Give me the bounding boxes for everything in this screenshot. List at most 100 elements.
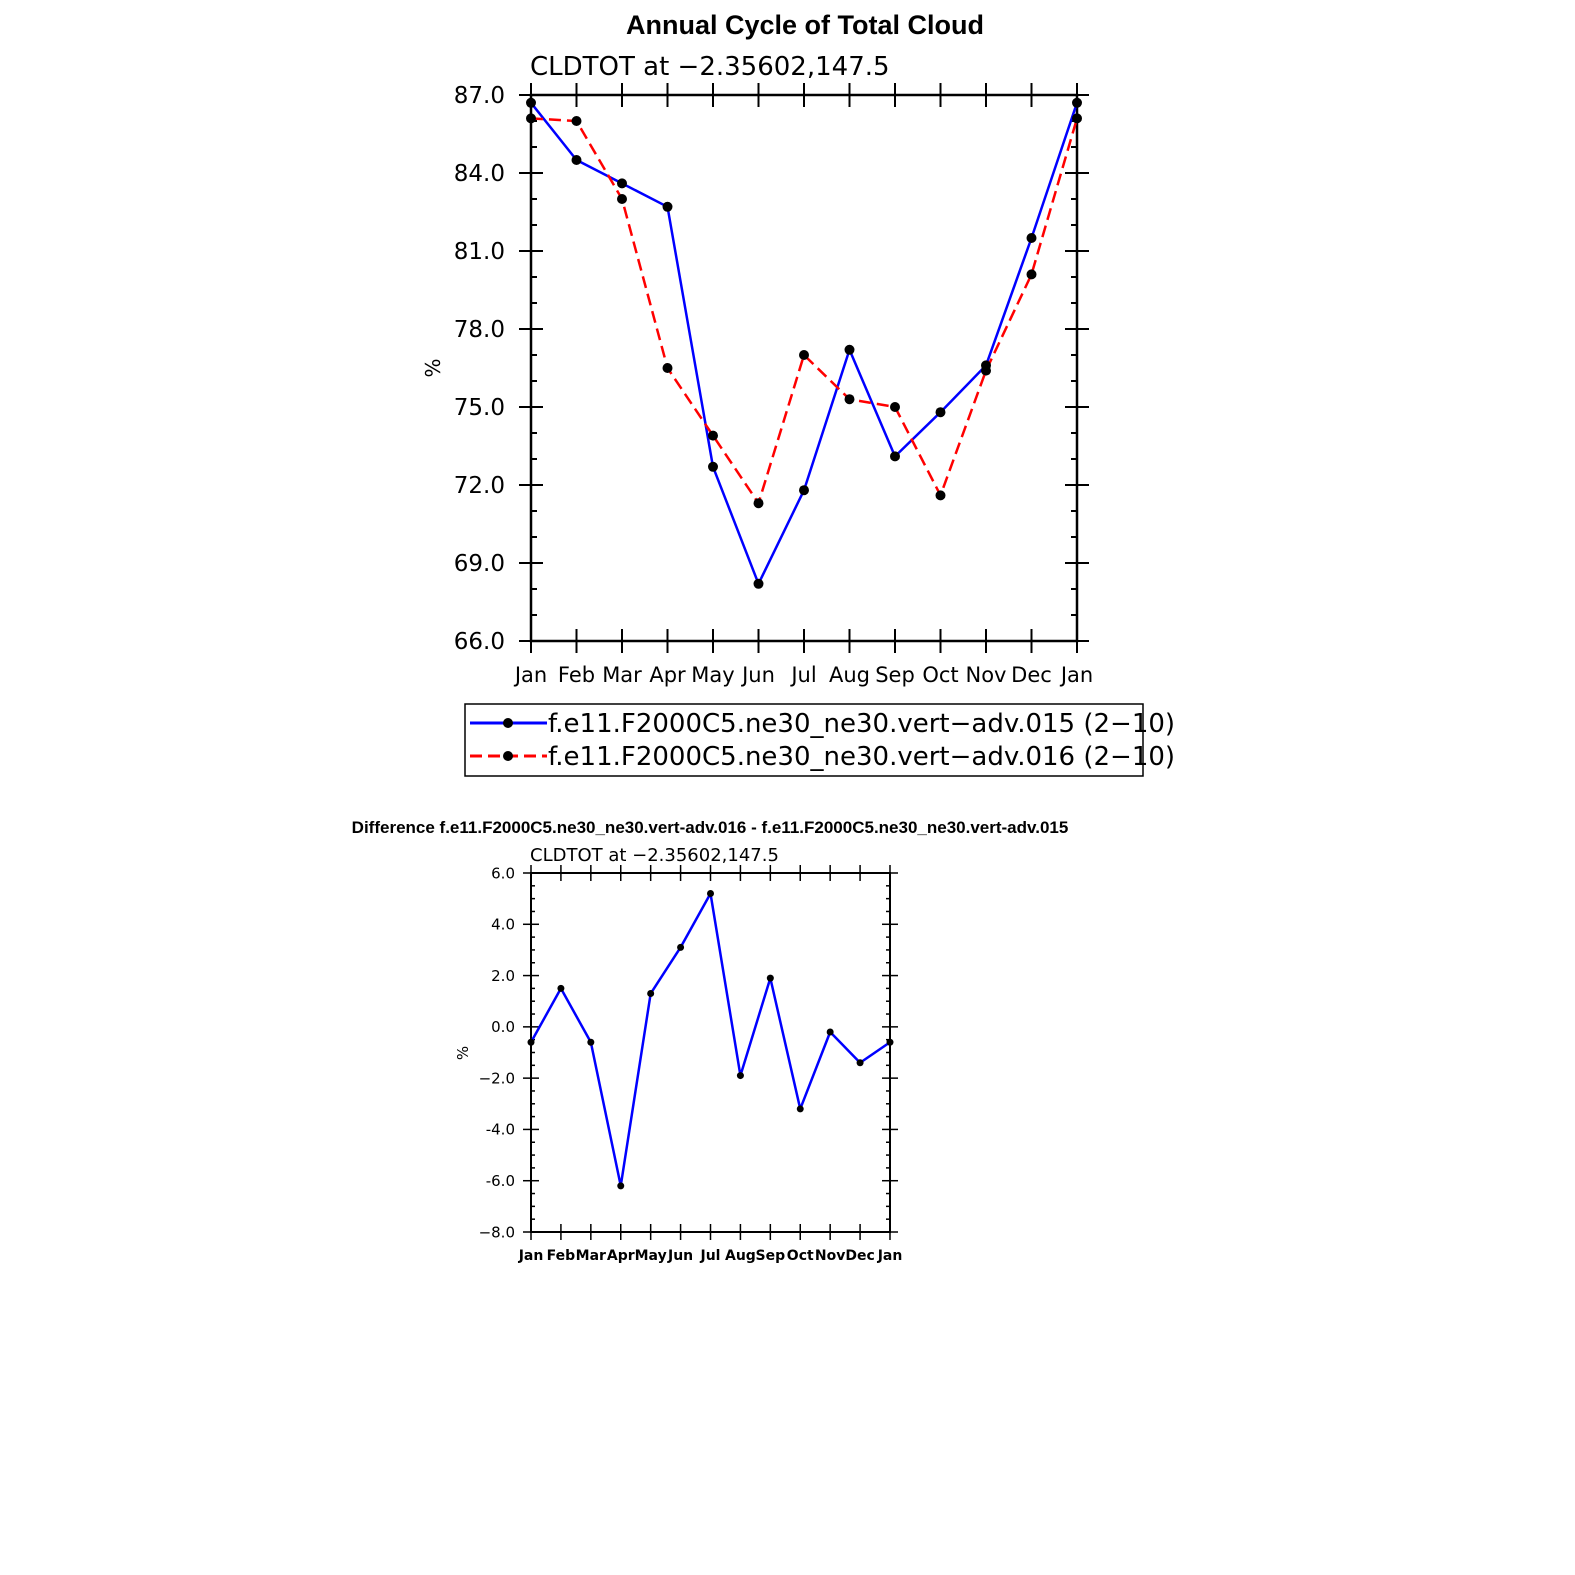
chart1-xtick-label: Jan [513, 663, 547, 687]
chart1-ytick-label: 81.0 [454, 239, 505, 265]
chart2-title: Difference f.e11.F2000C5.ne30_ne30.vert-… [352, 818, 1069, 837]
chart2-xtick-label: Aug [725, 1248, 756, 1264]
chart1-ytick-label: 66.0 [454, 629, 505, 655]
chart1-series-1-point [935, 407, 946, 418]
chart1-series-2-point [844, 394, 855, 405]
chart1-series-2-point [935, 490, 946, 501]
chart2-series-1-point [856, 1059, 864, 1067]
chart2-xtick-label: Oct [787, 1248, 814, 1264]
chart1-series-2-point [708, 430, 718, 441]
chart1-series-1-point [1072, 97, 1082, 108]
chart2-ytick-label: −8.0 [479, 1223, 515, 1241]
chart1-xtick-label: Sep [875, 663, 915, 687]
chart1-series-1-point [890, 451, 900, 462]
chart1-series-2-point [1072, 113, 1082, 124]
chart1-series-2-point [571, 116, 582, 126]
chart2-ytick-label: −2.0 [479, 1069, 515, 1087]
chart1-xtick-label: Apr [649, 663, 686, 687]
chart1-ytick-label: 78.0 [454, 317, 505, 343]
chart2-xtick-label: Nov [815, 1248, 845, 1264]
chart1-ytick-label: 75.0 [454, 395, 505, 421]
chart2-series-1-point [557, 984, 565, 992]
chart1-series-2-line [530, 117, 1079, 505]
chart1-xtick-label: Aug [829, 663, 870, 687]
chart1-xtick-label: May [691, 663, 734, 687]
chart1-xtick-label: Jul [789, 663, 816, 687]
chart2-xtick-label: May [635, 1248, 667, 1264]
chart1-series-1-point [708, 461, 718, 472]
chart1-ytick-label: 87.0 [454, 83, 505, 109]
chart1-series-1-point [617, 178, 627, 189]
chart-difference: Difference f.e11.F2000C5.ne30_ne30.vert-… [352, 818, 1069, 1264]
chart1-series-1-point [662, 201, 673, 212]
chart1-ytick-label: 84.0 [454, 161, 505, 187]
chart2-series-1-point [677, 943, 685, 951]
chart1-series-1-point [753, 578, 764, 589]
chart1-title: Annual Cycle of Total Cloud [626, 10, 984, 40]
chart2-series-1-point [527, 1038, 535, 1046]
chart1-series-1-point [1026, 233, 1037, 243]
chart1-series-2-point [890, 402, 900, 412]
chart2-xtick-label: Mar [576, 1248, 606, 1264]
chart2-ylabel: % [454, 1046, 472, 1060]
legend-box [464, 703, 1144, 777]
chart1-series-1-point [571, 155, 582, 165]
chart2-xtick-label: Sep [756, 1248, 786, 1264]
chart1-ytick-label: 69.0 [454, 551, 505, 577]
chart2-xtick-label: Dec [845, 1248, 874, 1264]
chart2-ytick-label: 2.0 [491, 967, 515, 985]
chart1-series-2-point [662, 363, 673, 373]
chart2-series-1-point [766, 974, 774, 982]
legend-label-series-2: f.e11.F2000C5.ne30_ne30.vert−adv.016 (2−… [548, 742, 1175, 772]
chart2-ytick-label: -6.0 [486, 1172, 515, 1190]
chart2-series-1-point [796, 1105, 804, 1113]
chart1-xtick-label: Dec [1011, 663, 1052, 687]
chart2-series-1-point [736, 1072, 744, 1080]
legend-marker-series-1 [503, 718, 513, 728]
chart2-ytick-label: 0.0 [491, 1018, 515, 1036]
chart1-series-2-point [799, 350, 809, 360]
chart1-series-2-point [753, 498, 764, 509]
chart1-frame [529, 93, 1079, 643]
legend-marker-series-2 [503, 751, 513, 761]
chart1-series-1-point [799, 485, 809, 496]
chart1-series-2-point [617, 194, 627, 204]
chart2-ytick-label: 4.0 [491, 916, 515, 934]
chart1-xtick-label: Jan [1059, 663, 1093, 687]
chart1-series-1-line [530, 102, 1079, 586]
chart1-xtick-label: Mar [602, 663, 642, 687]
chart1-ytick-label: 72.0 [454, 473, 505, 499]
legend: f.e11.F2000C5.ne30_ne30.vert−adv.015 (2−… [464, 703, 1175, 777]
chart2-xtick-label: Feb [547, 1248, 576, 1264]
chart2-frame [530, 872, 891, 1233]
chart2-ytick-label: -4.0 [486, 1121, 515, 1139]
chart2-series-1-point [886, 1038, 894, 1046]
chart2-ytick-label: 6.0 [491, 864, 515, 882]
chart1-xtick-label: Nov [966, 663, 1007, 687]
chart2-xtick-label: Jan [877, 1248, 903, 1264]
chart2-xtick-label: Jul [700, 1248, 721, 1264]
chart2-xtick-label: Apr [607, 1248, 635, 1264]
chart2-subtitle: CLDTOT at −2.35602,147.5 [530, 845, 779, 866]
chart2-series-1-point [707, 890, 714, 898]
chart1-series-1-point [526, 97, 536, 108]
chart2-series-1-point [587, 1038, 595, 1046]
legend-label-series-1: f.e11.F2000C5.ne30_ne30.vert−adv.015 (2−… [548, 709, 1175, 739]
chart1-subtitle: CLDTOT at −2.35602,147.5 [530, 52, 890, 82]
chart2-xtick-label: Jan [518, 1248, 544, 1264]
chart1-xtick-label: Feb [558, 663, 595, 687]
chart2-xtick-label: Jun [667, 1248, 693, 1264]
chart2-series-1-point [617, 1182, 625, 1190]
chart1-series-2-point [526, 113, 536, 124]
chart2-series-1-point [826, 1028, 834, 1036]
chart2-series-1-line [529, 892, 891, 1188]
chart1-xtick-label: Jun [740, 663, 775, 687]
chart2-series-1-point [647, 990, 655, 998]
chart1-series-2-point [981, 365, 991, 376]
chart1-xtick-label: Oct [922, 663, 958, 687]
chart-annual-cycle: Annual Cycle of Total Cloud CLDTOT at −2… [421, 10, 1093, 687]
chart1-series-2-point [1026, 269, 1037, 280]
chart1-series-1-point [844, 344, 855, 355]
chart1-ylabel: % [421, 358, 445, 377]
